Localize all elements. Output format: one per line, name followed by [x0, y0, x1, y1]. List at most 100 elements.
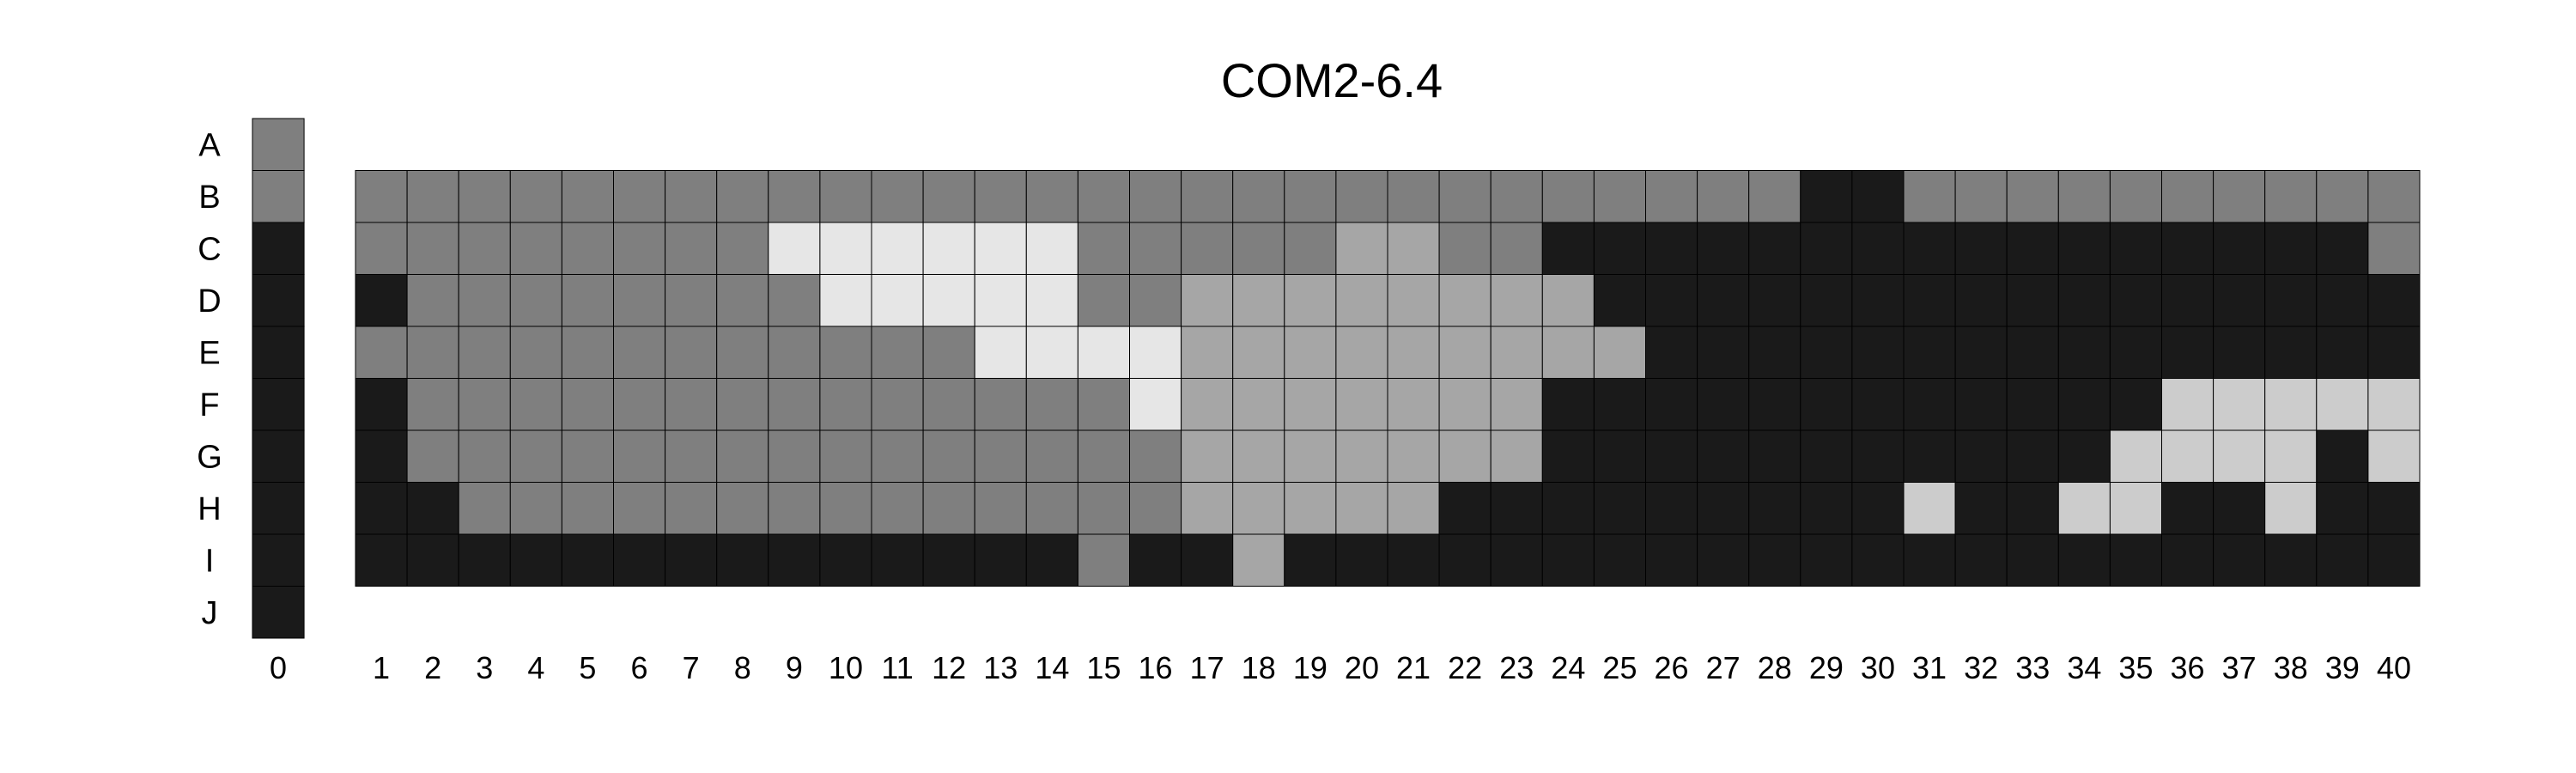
- cell-d-33: [2006, 274, 2059, 327]
- cell-g-31: [1903, 429, 1956, 483]
- cell-c-0: [252, 222, 305, 275]
- cell-d-7: [665, 274, 718, 327]
- cell-d-18: [1232, 274, 1285, 327]
- cell-h-13: [974, 482, 1027, 535]
- row-label-d: D: [197, 283, 221, 320]
- column-label-26: 26: [1655, 650, 1689, 685]
- cell-f-9: [768, 378, 821, 431]
- column-label-34: 34: [2067, 650, 2101, 685]
- cell-c-20: [1335, 222, 1388, 275]
- cell-f-5: [561, 378, 615, 431]
- cell-d-31: [1903, 274, 1956, 327]
- cell-e-35: [2109, 326, 2162, 379]
- cell-f-10: [819, 378, 872, 431]
- cell-d-15: [1077, 274, 1131, 327]
- column-label-24: 24: [1551, 650, 1585, 685]
- cell-h-27: [1697, 482, 1750, 535]
- cell-c-9: [768, 222, 821, 275]
- column-label-20: 20: [1345, 650, 1379, 685]
- cell-e-29: [1800, 326, 1853, 379]
- cell-e-39: [2316, 326, 2369, 379]
- cell-b-1: [355, 170, 408, 223]
- cell-i-10: [819, 533, 872, 587]
- cell-d-6: [613, 274, 666, 327]
- cell-f-20: [1335, 378, 1388, 431]
- column-label-9: 9: [786, 650, 803, 685]
- cell-c-14: [1025, 222, 1078, 275]
- cell-c-24: [1541, 222, 1595, 275]
- column-label-22: 22: [1448, 650, 1482, 685]
- cell-b-40: [2367, 170, 2421, 223]
- cell-f-40: [2367, 378, 2421, 431]
- cell-g-11: [871, 429, 924, 483]
- cell-c-23: [1490, 222, 1543, 275]
- cell-h-19: [1284, 482, 1337, 535]
- column-label-6: 6: [631, 650, 648, 685]
- cell-e-28: [1748, 326, 1801, 379]
- cell-f-13: [974, 378, 1027, 431]
- cell-d-17: [1181, 274, 1234, 327]
- column-label-39: 39: [2325, 650, 2360, 685]
- cell-i-20: [1335, 533, 1388, 587]
- cell-g-10: [819, 429, 872, 483]
- cell-c-39: [2316, 222, 2369, 275]
- cell-b-30: [1851, 170, 1905, 223]
- cell-b-15: [1077, 170, 1131, 223]
- cell-b-19: [1284, 170, 1337, 223]
- cell-f-14: [1025, 378, 1078, 431]
- cell-c-19: [1284, 222, 1337, 275]
- cell-d-4: [509, 274, 562, 327]
- cell-f-29: [1800, 378, 1853, 431]
- row-label-h: H: [197, 491, 221, 527]
- cell-e-16: [1129, 326, 1182, 379]
- cell-j-0: [252, 586, 305, 639]
- cell-d-28: [1748, 274, 1801, 327]
- cell-i-23: [1490, 533, 1543, 587]
- cell-i-37: [2213, 533, 2266, 587]
- cell-f-11: [871, 378, 924, 431]
- column-label-29: 29: [1809, 650, 1844, 685]
- cell-f-6: [613, 378, 666, 431]
- cell-c-40: [2367, 222, 2421, 275]
- cell-e-31: [1903, 326, 1956, 379]
- row-label-b: B: [198, 180, 220, 216]
- cell-c-17: [1181, 222, 1234, 275]
- cell-f-3: [458, 378, 511, 431]
- cell-i-39: [2316, 533, 2369, 587]
- column-label-12: 12: [932, 650, 966, 685]
- cell-b-17: [1181, 170, 1234, 223]
- cell-e-36: [2161, 326, 2215, 379]
- cell-g-9: [768, 429, 821, 483]
- column-label-11: 11: [881, 650, 913, 685]
- cell-b-5: [561, 170, 615, 223]
- cell-f-16: [1129, 378, 1182, 431]
- column-label-38: 38: [2274, 650, 2308, 685]
- column-labels: 0 1 2 3 4 5 6 7 8 9 10 11 12 13 14 15 16 17 18 19 20 21 22 23 24…: [270, 650, 2411, 685]
- column-label-33: 33: [2015, 650, 2050, 685]
- column-label-0: 0: [270, 650, 287, 685]
- cell-g-2: [406, 429, 459, 483]
- column-label-4: 4: [527, 650, 544, 685]
- cell-i-2: [406, 533, 459, 587]
- cell-e-37: [2213, 326, 2266, 379]
- cell-b-32: [1954, 170, 2008, 223]
- cell-e-18: [1232, 326, 1285, 379]
- cell-b-16: [1129, 170, 1182, 223]
- cell-a-0: [252, 118, 305, 171]
- cell-c-2: [406, 222, 459, 275]
- cell-e-23: [1490, 326, 1543, 379]
- cell-b-29: [1800, 170, 1853, 223]
- cell-i-11: [871, 533, 924, 587]
- cell-f-34: [2057, 378, 2111, 431]
- cell-c-7: [665, 222, 718, 275]
- cell-g-14: [1025, 429, 1078, 483]
- cell-b-13: [974, 170, 1027, 223]
- cell-d-38: [2264, 274, 2318, 327]
- cell-f-39: [2316, 378, 2369, 431]
- cell-c-32: [1954, 222, 2008, 275]
- column-label-7: 7: [683, 650, 700, 685]
- cell-c-35: [2109, 222, 2162, 275]
- cell-b-34: [2057, 170, 2111, 223]
- cell-c-6: [613, 222, 666, 275]
